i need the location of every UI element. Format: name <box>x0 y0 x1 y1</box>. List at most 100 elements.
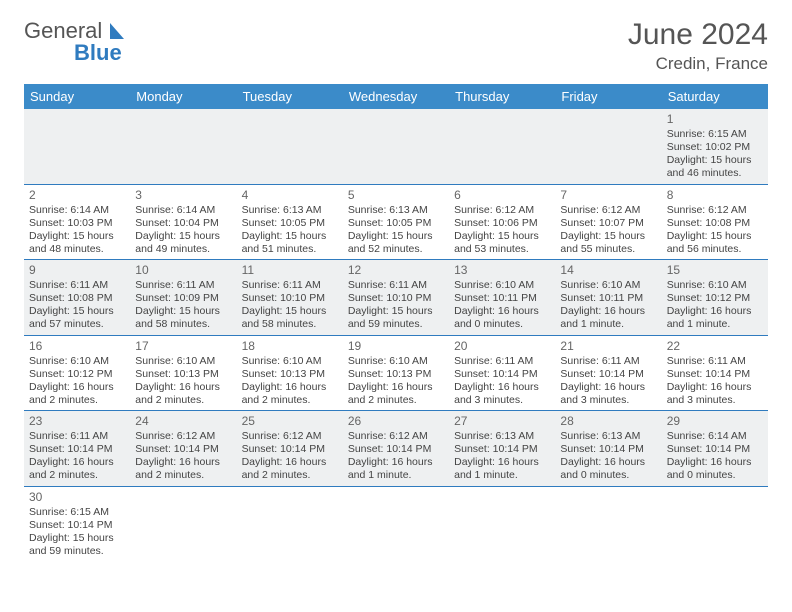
day-number: 6 <box>454 188 550 203</box>
day-number: 22 <box>667 339 763 354</box>
sunset-text: Sunset: 10:14 PM <box>667 443 763 456</box>
daylight-text: Daylight: 15 hours and 56 minutes. <box>667 230 763 256</box>
calendar-cell: 15Sunrise: 6:10 AMSunset: 10:12 PMDaylig… <box>662 260 768 336</box>
col-sunday: Sunday <box>24 84 130 109</box>
calendar-row: 9Sunrise: 6:11 AMSunset: 10:08 PMDayligh… <box>24 260 768 336</box>
sunset-text: Sunset: 10:14 PM <box>560 443 656 456</box>
header: General June 2024 Credin, France <box>24 18 768 74</box>
calendar-cell: 23Sunrise: 6:11 AMSunset: 10:14 PMDaylig… <box>24 411 130 487</box>
calendar-row: 1Sunrise: 6:15 AMSunset: 10:02 PMDayligh… <box>24 109 768 184</box>
daylight-text: Daylight: 15 hours and 58 minutes. <box>242 305 338 331</box>
calendar-cell <box>449 109 555 184</box>
sunrise-text: Sunrise: 6:15 AM <box>29 506 125 519</box>
daylight-text: Daylight: 16 hours and 1 minute. <box>454 456 550 482</box>
calendar-cell: 22Sunrise: 6:11 AMSunset: 10:14 PMDaylig… <box>662 335 768 411</box>
calendar-cell: 26Sunrise: 6:12 AMSunset: 10:14 PMDaylig… <box>343 411 449 487</box>
sunrise-text: Sunrise: 6:13 AM <box>348 204 444 217</box>
daylight-text: Daylight: 15 hours and 59 minutes. <box>348 305 444 331</box>
day-number: 15 <box>667 263 763 278</box>
sunrise-text: Sunrise: 6:14 AM <box>29 204 125 217</box>
sunset-text: Sunset: 10:13 PM <box>348 368 444 381</box>
logo-text-blue: Blue <box>74 40 122 66</box>
day-number: 1 <box>667 112 763 127</box>
day-number: 28 <box>560 414 656 429</box>
sunset-text: Sunset: 10:05 PM <box>348 217 444 230</box>
sunset-text: Sunset: 10:04 PM <box>135 217 231 230</box>
sunrise-text: Sunrise: 6:10 AM <box>135 355 231 368</box>
sunset-text: Sunset: 10:14 PM <box>667 368 763 381</box>
calendar-cell: 13Sunrise: 6:10 AMSunset: 10:11 PMDaylig… <box>449 260 555 336</box>
sunrise-text: Sunrise: 6:12 AM <box>135 430 231 443</box>
daylight-text: Daylight: 15 hours and 46 minutes. <box>667 154 763 180</box>
daylight-text: Daylight: 15 hours and 57 minutes. <box>29 305 125 331</box>
sunset-text: Sunset: 10:11 PM <box>454 292 550 305</box>
day-number: 3 <box>135 188 231 203</box>
calendar-cell: 10Sunrise: 6:11 AMSunset: 10:09 PMDaylig… <box>130 260 236 336</box>
sunset-text: Sunset: 10:14 PM <box>29 443 125 456</box>
calendar-cell: 20Sunrise: 6:11 AMSunset: 10:14 PMDaylig… <box>449 335 555 411</box>
sunset-text: Sunset: 10:14 PM <box>348 443 444 456</box>
sunset-text: Sunset: 10:08 PM <box>667 217 763 230</box>
daylight-text: Daylight: 15 hours and 48 minutes. <box>29 230 125 256</box>
sunrise-text: Sunrise: 6:13 AM <box>454 430 550 443</box>
sunset-text: Sunset: 10:14 PM <box>454 443 550 456</box>
sunset-text: Sunset: 10:07 PM <box>560 217 656 230</box>
col-wednesday: Wednesday <box>343 84 449 109</box>
day-number: 13 <box>454 263 550 278</box>
day-number: 7 <box>560 188 656 203</box>
calendar-cell: 5Sunrise: 6:13 AMSunset: 10:05 PMDayligh… <box>343 184 449 260</box>
sunset-text: Sunset: 10:02 PM <box>667 141 763 154</box>
sunrise-text: Sunrise: 6:10 AM <box>454 279 550 292</box>
sunset-text: Sunset: 10:13 PM <box>242 368 338 381</box>
daylight-text: Daylight: 15 hours and 51 minutes. <box>242 230 338 256</box>
day-number: 2 <box>29 188 125 203</box>
calendar-table: Sunday Monday Tuesday Wednesday Thursday… <box>24 84 768 561</box>
sunrise-text: Sunrise: 6:14 AM <box>667 430 763 443</box>
calendar-cell <box>24 109 130 184</box>
sunset-text: Sunset: 10:09 PM <box>135 292 231 305</box>
day-number: 29 <box>667 414 763 429</box>
day-number: 9 <box>29 263 125 278</box>
daylight-text: Daylight: 15 hours and 58 minutes. <box>135 305 231 331</box>
day-number: 26 <box>348 414 444 429</box>
calendar-cell: 24Sunrise: 6:12 AMSunset: 10:14 PMDaylig… <box>130 411 236 487</box>
calendar-cell: 2Sunrise: 6:14 AMSunset: 10:03 PMDayligh… <box>24 184 130 260</box>
calendar-cell: 12Sunrise: 6:11 AMSunset: 10:10 PMDaylig… <box>343 260 449 336</box>
sunrise-text: Sunrise: 6:10 AM <box>29 355 125 368</box>
calendar-cell: 27Sunrise: 6:13 AMSunset: 10:14 PMDaylig… <box>449 411 555 487</box>
sunrise-text: Sunrise: 6:12 AM <box>348 430 444 443</box>
sunset-text: Sunset: 10:12 PM <box>667 292 763 305</box>
col-friday: Friday <box>555 84 661 109</box>
daylight-text: Daylight: 16 hours and 2 minutes. <box>348 381 444 407</box>
sunrise-text: Sunrise: 6:12 AM <box>667 204 763 217</box>
daylight-text: Daylight: 16 hours and 1 minute. <box>348 456 444 482</box>
daylight-text: Daylight: 16 hours and 2 minutes. <box>242 381 338 407</box>
calendar-cell: 29Sunrise: 6:14 AMSunset: 10:14 PMDaylig… <box>662 411 768 487</box>
calendar-row: 16Sunrise: 6:10 AMSunset: 10:12 PMDaylig… <box>24 335 768 411</box>
calendar-cell <box>130 486 236 561</box>
calendar-cell: 11Sunrise: 6:11 AMSunset: 10:10 PMDaylig… <box>237 260 343 336</box>
col-saturday: Saturday <box>662 84 768 109</box>
day-number: 24 <box>135 414 231 429</box>
sunrise-text: Sunrise: 6:14 AM <box>135 204 231 217</box>
calendar-cell: 18Sunrise: 6:10 AMSunset: 10:13 PMDaylig… <box>237 335 343 411</box>
daylight-text: Daylight: 16 hours and 0 minutes. <box>667 456 763 482</box>
daylight-text: Daylight: 16 hours and 3 minutes. <box>667 381 763 407</box>
calendar-cell: 7Sunrise: 6:12 AMSunset: 10:07 PMDayligh… <box>555 184 661 260</box>
sunset-text: Sunset: 10:10 PM <box>348 292 444 305</box>
sunset-text: Sunset: 10:10 PM <box>242 292 338 305</box>
sunset-text: Sunset: 10:05 PM <box>242 217 338 230</box>
sunrise-text: Sunrise: 6:11 AM <box>454 355 550 368</box>
sunset-text: Sunset: 10:11 PM <box>560 292 656 305</box>
daylight-text: Daylight: 16 hours and 2 minutes. <box>135 456 231 482</box>
day-number: 18 <box>242 339 338 354</box>
calendar-cell <box>343 109 449 184</box>
day-number: 21 <box>560 339 656 354</box>
daylight-text: Daylight: 16 hours and 1 minute. <box>667 305 763 331</box>
calendar-row: 30Sunrise: 6:15 AMSunset: 10:14 PMDaylig… <box>24 486 768 561</box>
calendar-body: 1Sunrise: 6:15 AMSunset: 10:02 PMDayligh… <box>24 109 768 561</box>
calendar-cell: 17Sunrise: 6:10 AMSunset: 10:13 PMDaylig… <box>130 335 236 411</box>
day-number: 11 <box>242 263 338 278</box>
sunrise-text: Sunrise: 6:11 AM <box>560 355 656 368</box>
calendar-cell <box>130 109 236 184</box>
